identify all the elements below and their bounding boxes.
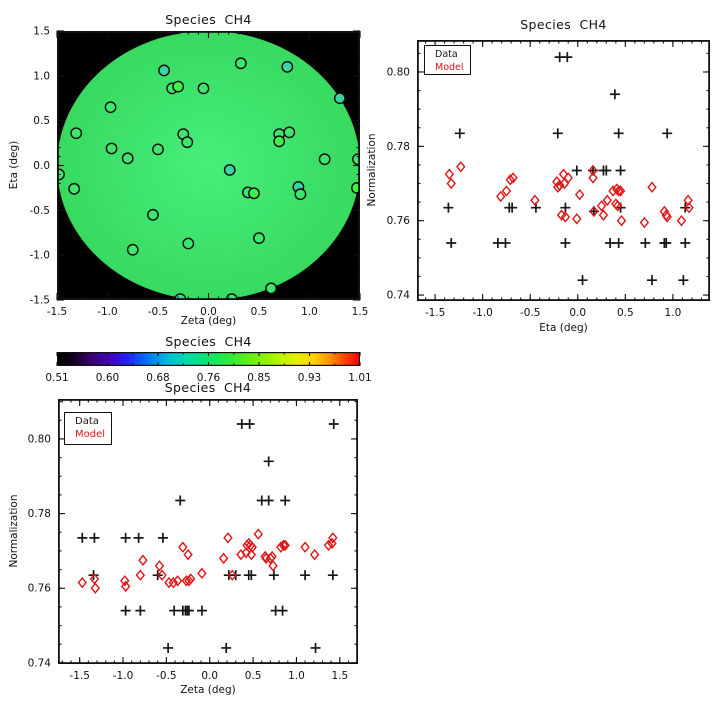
svg-text:0.5: 0.5 [251, 306, 268, 318]
svg-text:0.51: 0.51 [45, 372, 68, 384]
svg-text:-1.5: -1.5 [30, 295, 51, 307]
eta-legend-data-label: Data [435, 49, 458, 60]
svg-text:0.0: 0.0 [200, 306, 217, 318]
svg-text:1.01: 1.01 [348, 372, 371, 384]
svg-text:-1.0: -1.0 [97, 306, 118, 318]
svg-text:-1.5: -1.5 [69, 670, 90, 682]
svg-text:0.76: 0.76 [28, 583, 52, 595]
colorbar-title: Species CH4 [165, 334, 252, 349]
disk-xaxis-label: Zeta (deg) [180, 315, 237, 327]
svg-text:0.76: 0.76 [387, 215, 411, 227]
svg-text:1.0: 1.0 [665, 307, 682, 319]
svg-text:-1.5: -1.5 [47, 306, 68, 318]
svg-text:0.0: 0.0 [569, 307, 586, 319]
zeta-legend-model-label: Model [75, 429, 106, 440]
zeta-scatter-title: Species CH4 [164, 380, 252, 395]
zeta-scatter-plot: -1.5 -1.0 -0.5 0.0 0.5 1.0 1.5 0.74 0.76 0.78 0.80 [28, 398, 359, 682]
svg-text:0.0: 0.0 [33, 160, 50, 172]
svg-text:1.0: 1.0 [301, 306, 318, 318]
svg-text:-0.5: -0.5 [30, 205, 51, 217]
zeta-legend-data-label: Data [75, 416, 99, 427]
eta-legend-model-label: Model [435, 62, 464, 73]
svg-text:0.74: 0.74 [28, 657, 52, 669]
zeta-legend: Data Model [64, 412, 112, 445]
svg-text:-1.5: -1.5 [425, 307, 446, 319]
svg-text:1.5: 1.5 [352, 306, 369, 318]
svg-text:0.5: 0.5 [33, 115, 50, 127]
svg-text:-0.5: -0.5 [520, 307, 541, 319]
svg-text:0.60: 0.60 [96, 372, 119, 384]
disk-map-plot: -1.5 -1.0 -0.5 0.0 0.5 1.0 1.5 -1.5 -1.0 -0.5 0.0 0… [30, 26, 369, 319]
svg-text:-1.0: -1.0 [472, 307, 493, 319]
svg-text:0.5: 0.5 [617, 307, 634, 319]
svg-text:1.0: 1.0 [33, 70, 50, 82]
svg-text:0.74: 0.74 [387, 290, 411, 302]
svg-text:0.85: 0.85 [247, 372, 270, 384]
svg-text:-0.5: -0.5 [148, 306, 169, 318]
svg-text:0.0: 0.0 [201, 670, 218, 682]
svg-text:0.5: 0.5 [245, 670, 262, 682]
eta-xaxis-label: Eta (deg) [539, 322, 588, 334]
svg-text:1.5: 1.5 [33, 26, 50, 38]
colorbar: 0.51 0.60 0.68 0.76 0.85 0.93 1.01 [45, 352, 372, 384]
eta-yaxis-label: Normalization [366, 133, 378, 207]
eta-legend: Data Model [424, 45, 471, 75]
svg-text:0.76: 0.76 [197, 372, 221, 384]
svg-text:-1.0: -1.0 [30, 250, 51, 262]
svg-text:0.80: 0.80 [387, 66, 410, 78]
svg-text:1.5: 1.5 [331, 670, 348, 682]
svg-text:0.78: 0.78 [28, 508, 51, 520]
zeta-xaxis-label: Zeta (deg) [180, 684, 236, 696]
svg-text:0.78: 0.78 [387, 141, 410, 153]
eta-scatter-title: Species CH4 [520, 17, 607, 32]
zeta-yaxis-label: Normalization [8, 494, 20, 568]
svg-text:-1.0: -1.0 [113, 670, 134, 682]
disk-yaxis-label: Eta (deg) [8, 140, 20, 190]
svg-text:-0.5: -0.5 [156, 670, 177, 682]
svg-text:1.0: 1.0 [288, 670, 305, 682]
svg-text:0.93: 0.93 [298, 372, 321, 384]
eta-scatter-plot: -1.5 -1.0 -0.5 0.0 0.5 1.0 0.74 0.76 0.78 0.80 [387, 39, 711, 319]
svg-text:0.80: 0.80 [28, 433, 51, 445]
svg-text:0.68: 0.68 [146, 372, 169, 384]
disk-map-title: Species CH4 [165, 12, 252, 27]
